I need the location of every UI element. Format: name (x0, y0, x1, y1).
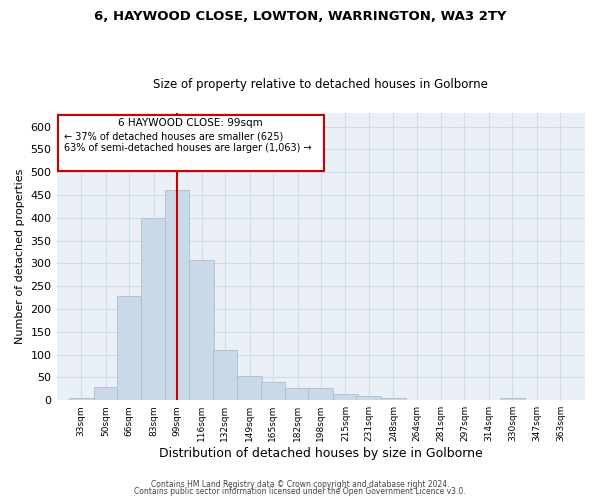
Bar (117, 296, 142, 400)
Bar (190, 260, 214, 400)
Bar (237, 376, 262, 400)
Bar (260, 382, 285, 400)
Bar (212, 350, 237, 400)
Text: Contains public sector information licensed under the Open Government Licence v3: Contains public sector information licen… (134, 488, 466, 496)
Bar (285, 388, 310, 400)
Title: Size of property relative to detached houses in Golborne: Size of property relative to detached ho… (154, 78, 488, 91)
Bar (165, 190, 190, 400)
Text: 63% of semi-detached houses are larger (1,063) →: 63% of semi-detached houses are larger (… (64, 143, 311, 153)
Y-axis label: Number of detached properties: Number of detached properties (15, 169, 25, 344)
Text: ← 37% of detached houses are smaller (625): ← 37% of detached houses are smaller (62… (64, 132, 283, 141)
Bar (69, 398, 94, 400)
Text: Contains HM Land Registry data © Crown copyright and database right 2024.: Contains HM Land Registry data © Crown c… (151, 480, 449, 489)
Bar (142, 218, 166, 400)
Bar (381, 398, 406, 400)
FancyBboxPatch shape (58, 116, 323, 172)
Bar (333, 394, 358, 400)
Bar (94, 386, 118, 400)
Bar (356, 396, 381, 400)
Bar (308, 388, 333, 400)
Text: 6, HAYWOOD CLOSE, LOWTON, WARRINGTON, WA3 2TY: 6, HAYWOOD CLOSE, LOWTON, WARRINGTON, WA… (94, 10, 506, 23)
Text: 6 HAYWOOD CLOSE: 99sqm: 6 HAYWOOD CLOSE: 99sqm (118, 118, 263, 128)
X-axis label: Distribution of detached houses by size in Golborne: Distribution of detached houses by size … (159, 447, 482, 460)
Bar (500, 398, 525, 400)
